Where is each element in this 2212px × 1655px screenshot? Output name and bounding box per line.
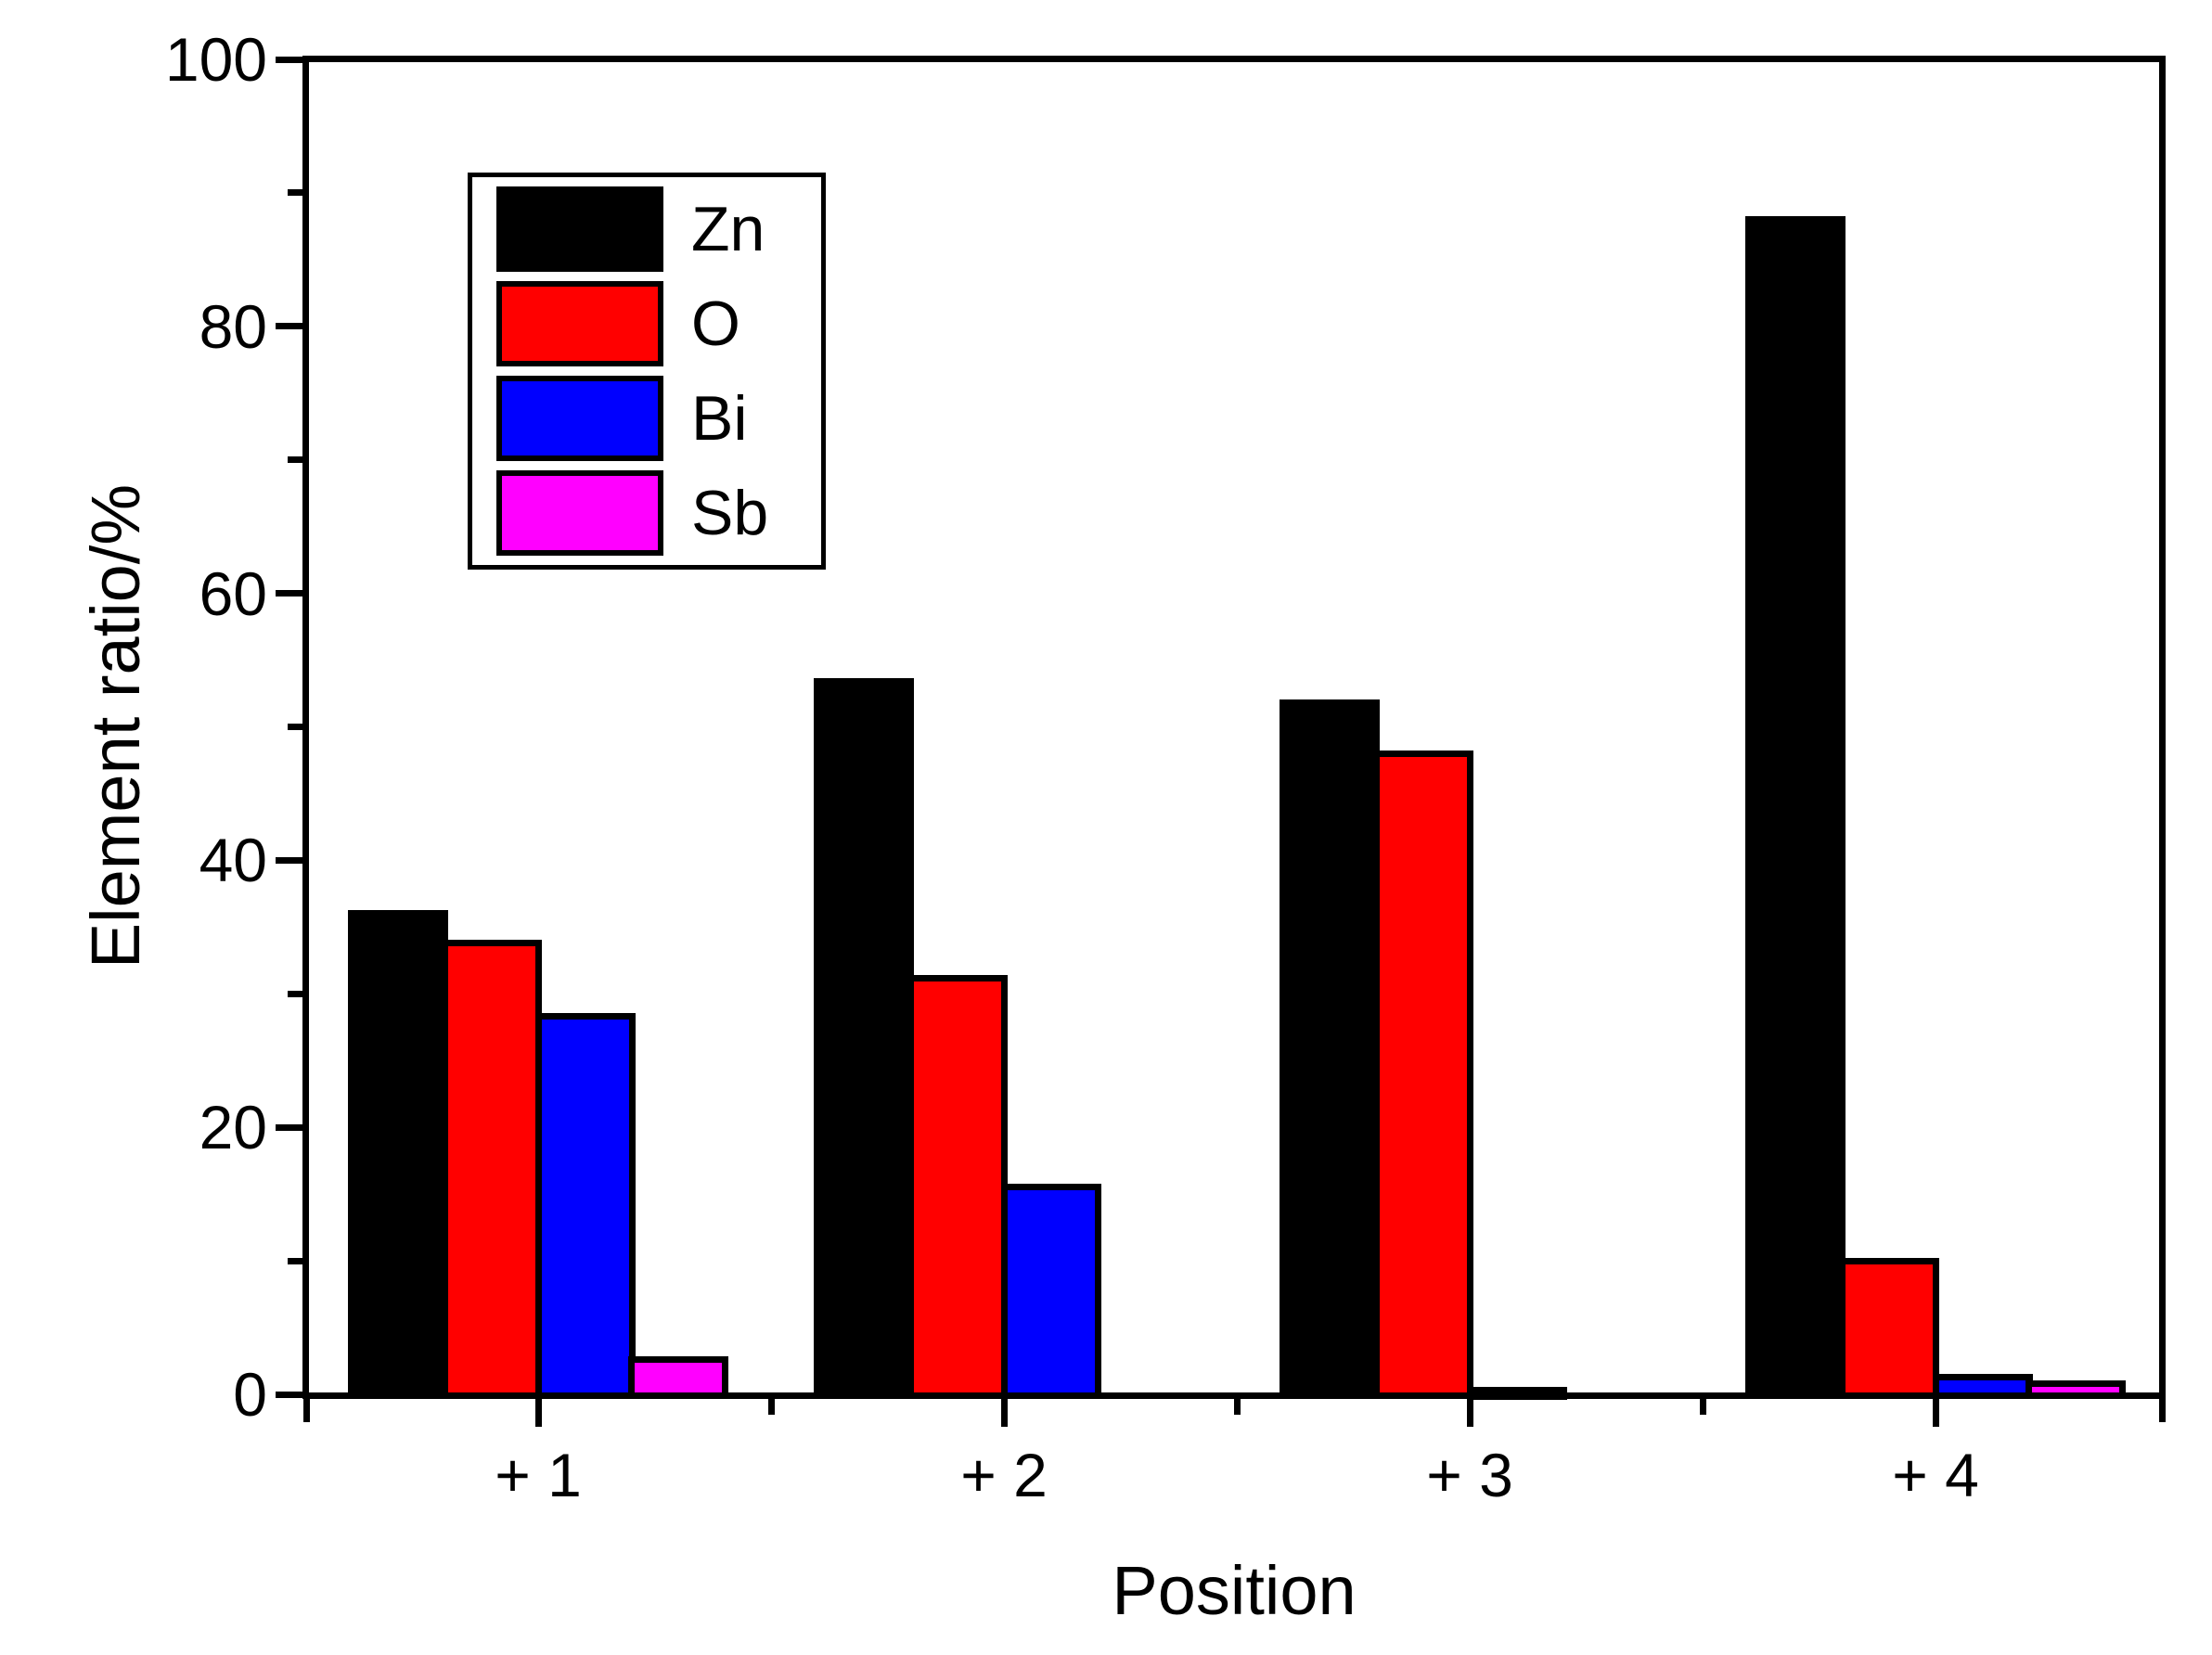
x-tick-label: + 1 (495, 1441, 582, 1509)
x-major-tick (534, 1399, 542, 1427)
legend-swatch-zn (496, 186, 663, 272)
bar-bi-group1 (535, 1013, 636, 1399)
y-tick-label: 60 (199, 558, 267, 628)
x-edge-tick (302, 1399, 310, 1422)
bar-o-group4 (1839, 1258, 1939, 1399)
y-minor-tick (287, 990, 303, 997)
y-tick-label: 80 (199, 291, 267, 361)
x-edge-tick (2158, 1399, 2166, 1422)
legend-item: Bi (496, 376, 821, 461)
x-tick-label: + 4 (1892, 1441, 1979, 1509)
y-minor-tick (287, 724, 303, 730)
bar-zn-group1 (348, 910, 448, 1399)
y-major-tick (275, 1391, 303, 1398)
legend-label-zn: Zn (691, 194, 765, 264)
bar-sb-group1 (628, 1356, 728, 1399)
legend-label-sb: Sb (691, 478, 769, 548)
y-minor-tick (287, 456, 303, 464)
y-tick-label: 20 (199, 1093, 267, 1162)
y-major-tick (275, 1123, 303, 1131)
bar-bi-group3 (1467, 1387, 1567, 1400)
y-major-tick (275, 323, 303, 330)
x-tick-label: + 3 (1426, 1441, 1513, 1509)
y-axis-title: Element ratio/% (77, 483, 154, 969)
x-tick-label: + 2 (960, 1441, 1048, 1509)
y-major-tick (275, 856, 303, 864)
bar-o-group2 (907, 975, 1008, 1399)
plot-area-frame (302, 56, 2166, 1399)
legend-label-o: O (691, 289, 740, 359)
legend-item: Zn (496, 186, 821, 272)
x-minor-tick (1699, 1399, 1706, 1415)
bar-bi-group4 (1933, 1374, 2033, 1399)
bar-o-group1 (442, 940, 542, 1399)
x-major-tick (1000, 1399, 1008, 1427)
y-major-tick (275, 590, 303, 597)
legend-swatch-o (496, 281, 663, 366)
bar-zn-group2 (814, 678, 914, 1399)
x-axis-title: Position (1112, 1552, 1357, 1629)
y-minor-tick (287, 189, 303, 197)
bar-sb-group4 (2026, 1380, 2126, 1399)
y-tick-label: 100 (164, 25, 267, 94)
y-tick-label: 0 (233, 1360, 267, 1429)
y-major-tick (275, 56, 303, 63)
x-minor-tick (767, 1399, 775, 1415)
bar-zn-group4 (1745, 216, 1845, 1399)
legend: Zn O Bi Sb (468, 173, 826, 570)
bar-o-group3 (1373, 751, 1473, 1399)
y-minor-tick (287, 1257, 303, 1264)
x-major-tick (1932, 1399, 1939, 1427)
y-tick-label: 40 (199, 826, 267, 895)
legend-swatch-sb (496, 470, 663, 556)
bar-bi-group2 (1001, 1184, 1101, 1399)
x-major-tick (1466, 1399, 1473, 1427)
bar-zn-group3 (1280, 699, 1380, 1399)
x-minor-tick (1233, 1399, 1241, 1415)
legend-item: Sb (496, 470, 821, 556)
legend-swatch-bi (496, 376, 663, 461)
legend-label-bi: Bi (691, 383, 748, 454)
legend-item: O (496, 281, 821, 366)
